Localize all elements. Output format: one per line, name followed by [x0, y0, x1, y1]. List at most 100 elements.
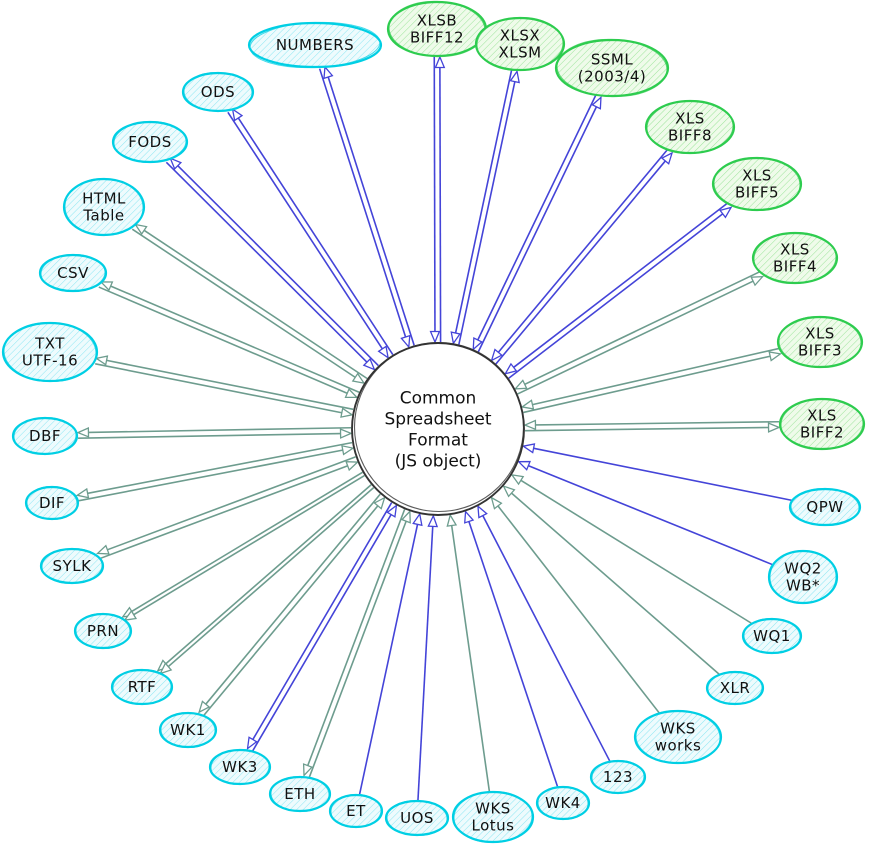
node-label-sylk: SYLK: [53, 557, 93, 575]
node-label-xls-biff3: XLS BIFF3: [798, 325, 842, 360]
node-label-lotus-123: 123: [603, 768, 633, 786]
edge-numbers: [318, 65, 415, 349]
node-label-eth: ETH: [284, 785, 315, 803]
center-label: Common Spreadsheet Format (JS object): [384, 389, 491, 472]
edge-rtf: [156, 484, 375, 675]
edge-xls-biff3: [520, 347, 783, 414]
node-label-wk3: WK3: [222, 758, 258, 776]
edge-html-table: [131, 223, 368, 385]
edge-sylk: [95, 456, 360, 560]
node-label-numbers: NUMBERS: [276, 36, 354, 54]
node-wq1: WQ1: [741, 617, 803, 655]
node-label-csv: CSV: [57, 264, 89, 282]
node-wk1: WK1: [158, 711, 218, 749]
node-label-dbf: DBF: [29, 427, 61, 445]
edges: [75, 55, 792, 801]
node-wk4: WK4: [535, 785, 591, 821]
node-wks-lotus: WKS Lotus: [451, 790, 535, 844]
edge-wks-lotus: [446, 513, 491, 792]
edge-wk1: [198, 493, 386, 717]
node-txt-utf16: TXT UTF-16: [1, 321, 99, 383]
edge-lotus-123: [477, 504, 611, 762]
node-qpw: QPW: [788, 487, 862, 527]
center-node: Common Spreadsheet Format (JS object): [351, 341, 525, 516]
node-label-xlsx: XLSX XLSM: [498, 27, 541, 62]
node-fods: FODS: [111, 120, 189, 164]
node-et: ET: [328, 793, 384, 829]
edge-xlsx: [450, 69, 520, 345]
edge-qpw: [521, 443, 792, 502]
node-csv: CSV: [38, 253, 108, 293]
edge-ssml: [472, 94, 602, 353]
nodes: NUMBERS XLSB BIFF12 XLSX XLSM SSML (2003/4) XLS…: [1, 0, 866, 844]
edge-fods: [165, 157, 379, 371]
node-sylk: SYLK: [39, 547, 105, 585]
node-rtf: RTF: [110, 668, 174, 706]
node-lotus-123: 123: [589, 759, 647, 795]
edge-ods: [227, 107, 394, 360]
node-label-xlsb: XLSB BIFF12: [410, 12, 464, 47]
node-label-rtf: RTF: [128, 678, 157, 696]
node-uos: UOS: [384, 799, 450, 837]
edge-et: [358, 512, 423, 795]
node-label-wk4: WK4: [545, 794, 581, 812]
node-label-wks-lotus: WKS Lotus: [472, 800, 515, 835]
node-xls-biff5: XLS BIFF5: [711, 156, 803, 212]
node-xls-biff4: XLS BIFF4: [751, 231, 839, 285]
edge-wks-works: [490, 496, 660, 714]
node-dif: DIF: [24, 485, 80, 521]
edge-xls-biff4: [513, 270, 765, 395]
node-label-ssml: SSML (2003/4): [578, 51, 646, 86]
node-label-dif: DIF: [39, 494, 65, 512]
node-prn: PRN: [73, 612, 133, 650]
node-label-xlr: XLR: [720, 679, 751, 697]
node-html-table: HTML Table: [62, 177, 146, 237]
edge-prn: [121, 471, 365, 621]
node-xlsx: XLSX XLSM: [474, 16, 566, 72]
edge-xls-biff5: [503, 202, 733, 379]
node-xls-biff2: XLS BIFF2: [778, 397, 866, 451]
node-wq2-wb: WQ2 WB*: [767, 549, 839, 605]
edge-xls-biff2: [523, 419, 781, 433]
node-label-qpw: QPW: [806, 498, 843, 516]
node-xlsb: XLSB BIFF12: [386, 0, 488, 58]
node-label-wks-works: WKS works: [655, 720, 702, 755]
edge-dif: [75, 441, 355, 502]
edge-dbf: [76, 426, 353, 440]
edge-csv: [98, 281, 360, 399]
edge-xlsb: [429, 55, 446, 344]
edge-wk3: [246, 502, 398, 752]
node-label-html-table: HTML Table: [82, 190, 126, 225]
edge-xlr: [502, 485, 720, 675]
node-numbers: NUMBERS: [247, 21, 383, 69]
node-xlr: XLR: [705, 670, 765, 706]
node-label-txt-utf16: TXT UTF-16: [22, 335, 78, 370]
node-label-fods: FODS: [128, 133, 172, 151]
edge-uos: [417, 514, 439, 801]
node-label-wk1: WK1: [170, 721, 206, 739]
node-label-et: ET: [346, 802, 366, 820]
node-ssml: SSML (2003/4): [554, 38, 670, 98]
node-ods: ODS: [181, 71, 255, 113]
node-wk3: WK3: [208, 748, 272, 786]
node-wks-works: WKS works: [633, 709, 723, 765]
edge-wq2-wb: [517, 460, 773, 566]
node-label-wq1: WQ1: [753, 627, 791, 645]
node-label-ods: ODS: [201, 83, 235, 101]
edge-wq1: [510, 473, 752, 624]
node-label-xls-biff5: XLS BIFF5: [735, 167, 779, 202]
node-xls-biff8: XLS BIFF8: [644, 99, 736, 155]
node-dbf: DBF: [11, 416, 79, 456]
node-label-prn: PRN: [87, 622, 119, 640]
node-label-wq2-wb: WQ2 WB*: [784, 560, 822, 595]
node-label-uos: UOS: [400, 809, 434, 827]
edge-eth: [302, 509, 411, 778]
node-xls-biff3: XLS BIFF3: [776, 315, 864, 369]
edge-wk4: [464, 509, 559, 787]
node-label-xls-biff8: XLS BIFF8: [668, 110, 712, 145]
node-label-xls-biff4: XLS BIFF4: [773, 241, 817, 276]
edge-xls-biff8: [490, 148, 674, 365]
edge-txt-utf16: [94, 355, 354, 418]
